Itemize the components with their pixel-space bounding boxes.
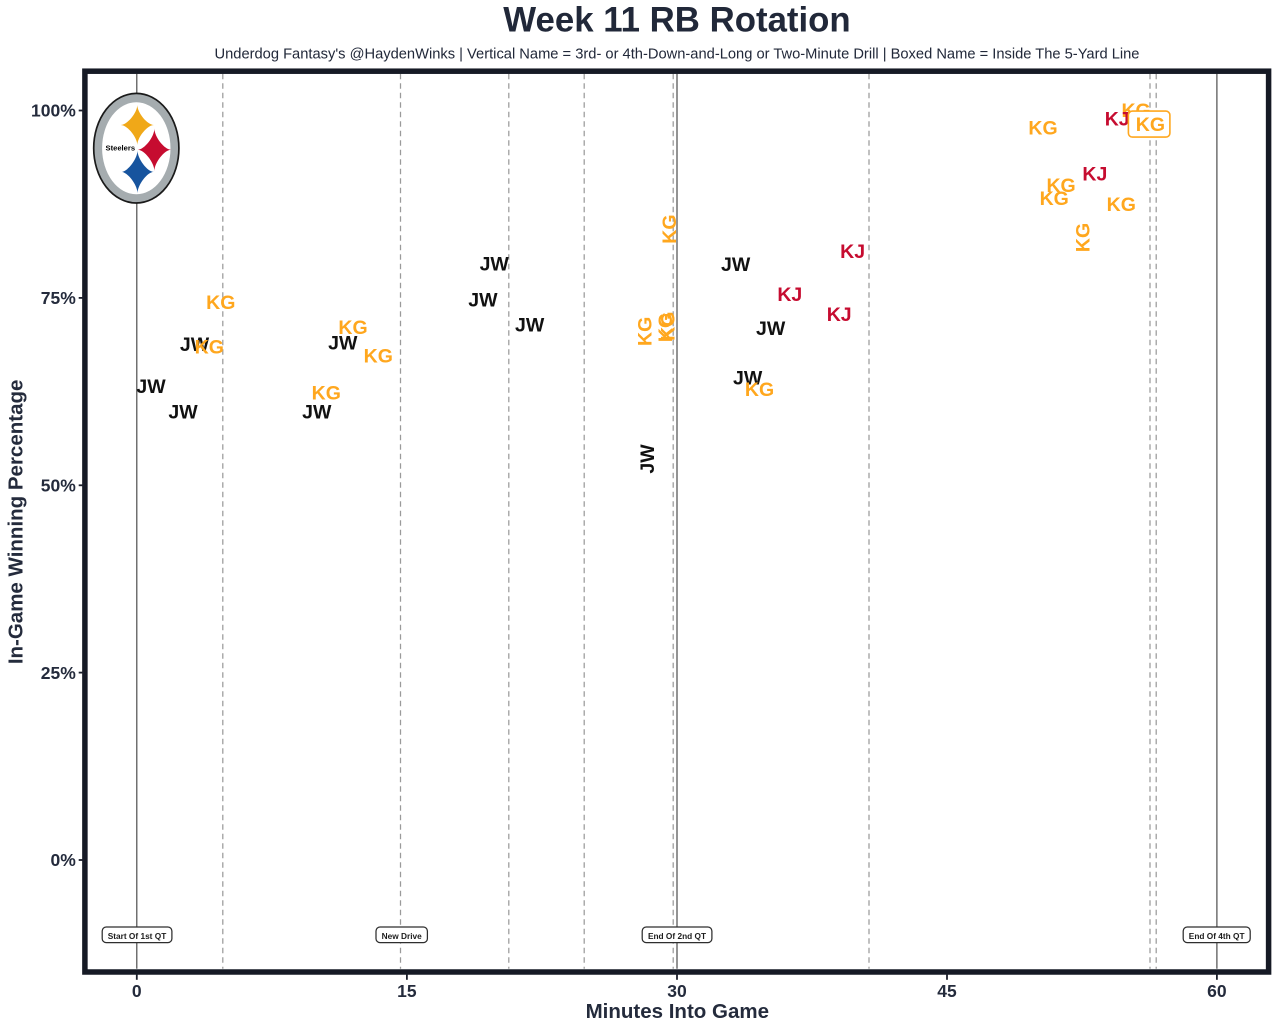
svg-text:JW: JW bbox=[302, 401, 332, 423]
svg-text:New Drive: New Drive bbox=[382, 931, 423, 941]
svg-text:15: 15 bbox=[397, 981, 417, 1001]
svg-text:25%: 25% bbox=[41, 663, 76, 683]
svg-text:JW: JW bbox=[168, 401, 198, 423]
svg-text:JW: JW bbox=[468, 289, 498, 311]
svg-text:0%: 0% bbox=[51, 850, 77, 870]
svg-text:KG: KG bbox=[338, 317, 367, 339]
svg-text:KG: KG bbox=[195, 336, 224, 358]
svg-text:Minutes Into Game: Minutes Into Game bbox=[586, 1000, 769, 1023]
svg-text:JW: JW bbox=[480, 254, 510, 276]
svg-text:KJ: KJ bbox=[827, 304, 852, 326]
svg-text:KG: KG bbox=[206, 292, 235, 314]
svg-text:0: 0 bbox=[132, 981, 142, 1001]
svg-text:KG: KG bbox=[364, 346, 393, 368]
svg-text:KG: KG bbox=[1028, 118, 1057, 140]
svg-text:KJ: KJ bbox=[840, 241, 865, 263]
svg-text:KG: KG bbox=[655, 313, 677, 342]
svg-text:KG: KG bbox=[1107, 194, 1136, 216]
svg-text:KG: KG bbox=[1040, 188, 1069, 210]
svg-text:KJ: KJ bbox=[1105, 108, 1130, 130]
svg-text:JW: JW bbox=[180, 334, 210, 356]
svg-text:50%: 50% bbox=[41, 476, 76, 496]
svg-text:Week 11 RB Rotation: Week 11 RB Rotation bbox=[503, 0, 850, 39]
svg-text:60: 60 bbox=[1207, 981, 1227, 1001]
svg-text:JW: JW bbox=[756, 318, 786, 340]
svg-text:KG: KG bbox=[1136, 114, 1165, 136]
svg-text:45: 45 bbox=[937, 981, 957, 1001]
svg-text:KG: KG bbox=[1046, 175, 1075, 197]
svg-text:KG: KG bbox=[1073, 223, 1095, 252]
svg-text:JW: JW bbox=[515, 315, 545, 337]
svg-text:JW: JW bbox=[721, 254, 751, 276]
svg-text:Steelers: Steelers bbox=[106, 144, 136, 153]
svg-text:Underdog Fantasy's @HaydenWink: Underdog Fantasy's @HaydenWinks | Vertic… bbox=[215, 46, 1140, 62]
svg-text:30: 30 bbox=[667, 981, 687, 1001]
svg-text:KG: KG bbox=[659, 214, 681, 243]
svg-text:KG: KG bbox=[312, 383, 341, 405]
svg-text:KJ: KJ bbox=[1082, 163, 1107, 185]
svg-text:KJ: KJ bbox=[777, 284, 802, 306]
svg-text:End Of 2nd QT: End Of 2nd QT bbox=[648, 931, 706, 941]
svg-text:KG: KG bbox=[745, 379, 774, 401]
svg-text:100%: 100% bbox=[31, 101, 76, 121]
svg-text:JW: JW bbox=[328, 333, 358, 355]
svg-text:In-Game Winning Percentage: In-Game Winning Percentage bbox=[4, 380, 27, 665]
svg-text:Start Of 1st QT: Start Of 1st QT bbox=[108, 931, 167, 941]
svg-text:KG: KG bbox=[635, 317, 657, 346]
svg-text:JW: JW bbox=[733, 368, 763, 390]
svg-text:75%: 75% bbox=[41, 288, 76, 308]
svg-text:JW: JW bbox=[637, 444, 659, 474]
svg-text:End Of 4th QT: End Of 4th QT bbox=[1189, 931, 1245, 941]
svg-text:JW: JW bbox=[136, 376, 166, 398]
svg-text:KG: KG bbox=[657, 312, 679, 341]
